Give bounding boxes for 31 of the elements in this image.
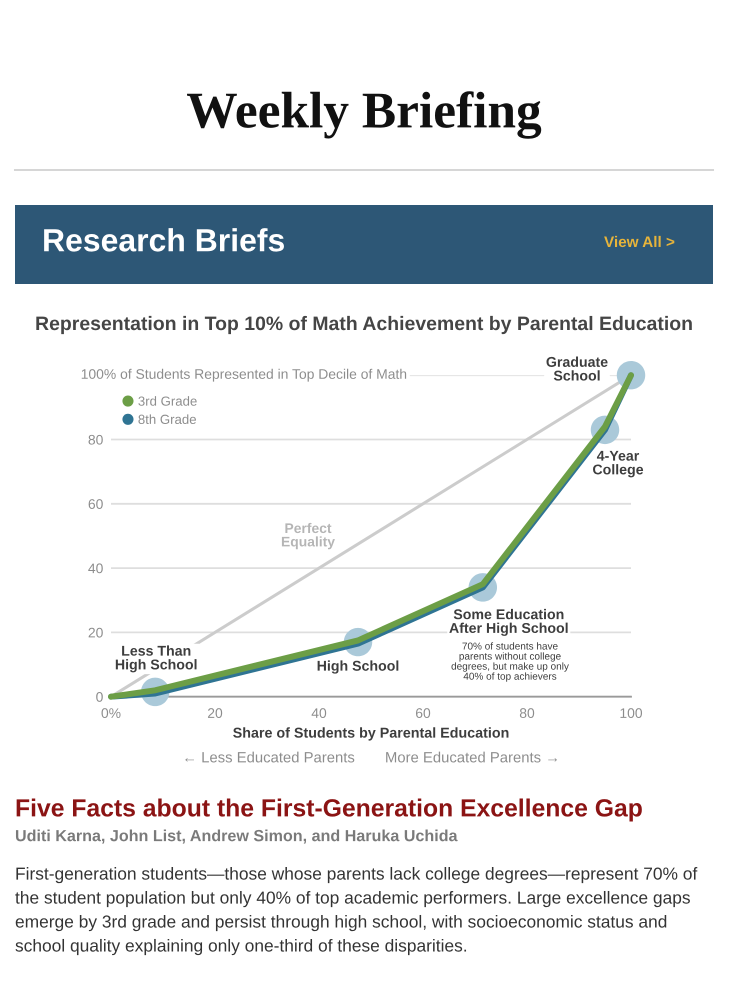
legend-label: 3rd Grade — [138, 396, 197, 406]
annotation: High School — [318, 660, 398, 674]
annotation: 70% of students have parents without college degrees, but make up only 40% of top achievers — [452, 642, 569, 682]
x-tick-label: 20 — [208, 708, 222, 718]
x-tick-label: 100 — [620, 708, 642, 718]
x-tick-label: 40 — [312, 708, 326, 718]
y-tick-label: 80 — [88, 434, 103, 445]
chart-title: Representation in Top 10% of Math Achievement by Parental Education — [36, 316, 692, 334]
x-tick-label: 60 — [416, 708, 430, 718]
annotation: 100% of Students Represented in Top Decile of Math — [82, 368, 406, 382]
text: ← Less Educated Parents — [185, 752, 354, 762]
x-tick-label: 0% — [102, 708, 121, 718]
y-tick-label: 60 — [88, 499, 103, 509]
annotation: Graduate School — [546, 356, 608, 381]
text: Five Facts about the First-Generation Excellence Gap — [16, 798, 642, 822]
annotation: Less Than High School — [116, 645, 197, 672]
y-tick-label: 20 — [88, 628, 103, 638]
annotation: Some Education After High School — [449, 608, 568, 636]
text: View All > — [604, 236, 674, 248]
x-tick-label: 80 — [520, 708, 534, 718]
y-tick-label: 0 — [96, 692, 103, 702]
y-tick-label: 40 — [88, 563, 103, 574]
legend-label: 8th Grade — [138, 414, 196, 424]
annotation: 4-Year College — [593, 450, 644, 478]
x-axis-title: Share of Students by Parental Education — [233, 727, 508, 741]
text: Uditi Karna, John List, Andrew Simon, and Haruka Uchida — [16, 829, 458, 844]
text: First-generation students—those whose parents lack college degrees—represent 70% of the student population but only 40% of top academic performers. Large excellence gaps emerge by 3rd grade and persist through high school, with socioeconomic status and school quality explaining only one-third of these disparities. — [15, 867, 698, 956]
text: Weekly Briefing — [187, 91, 542, 139]
text: More Educated Parents → — [386, 752, 558, 762]
annotation: Perfect Equality — [282, 522, 335, 550]
text: Research Briefs — [44, 228, 284, 252]
